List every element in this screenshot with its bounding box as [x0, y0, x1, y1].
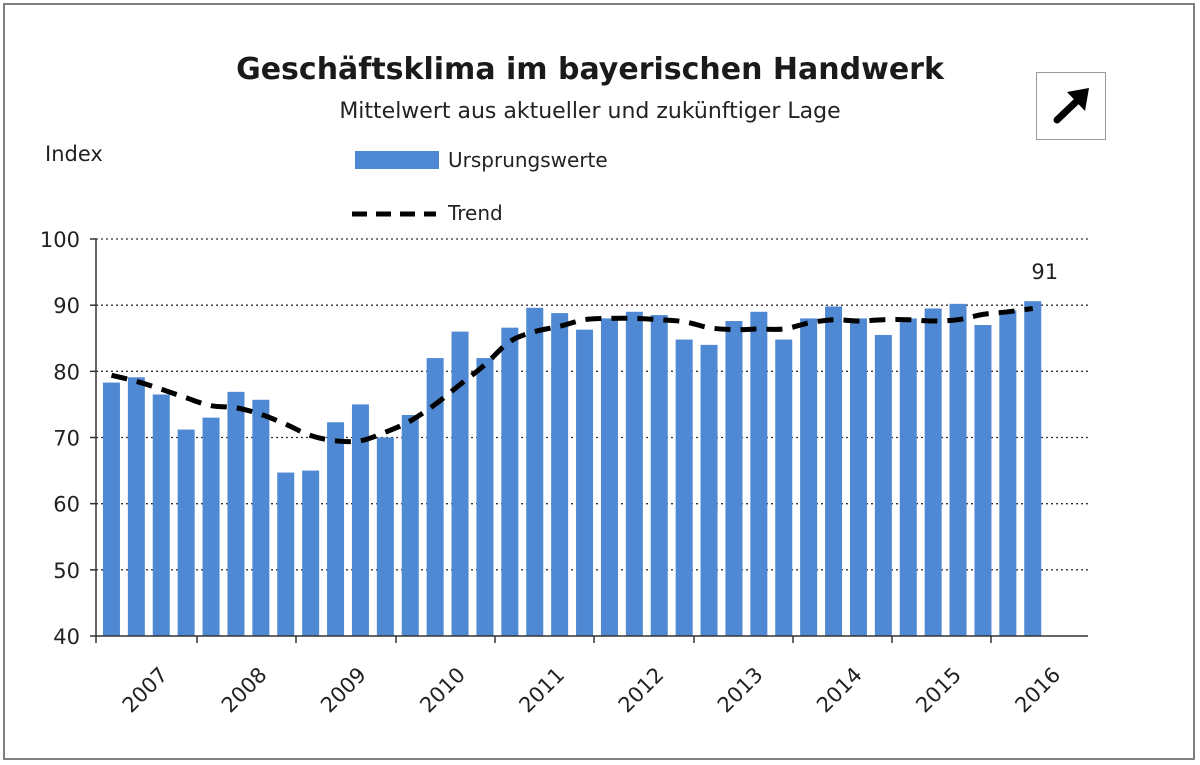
x-tick-label: 2014	[812, 663, 867, 718]
bar-series	[102, 301, 1042, 636]
bar	[949, 303, 967, 636]
bar	[1024, 301, 1042, 636]
bar	[675, 339, 693, 636]
bar	[327, 422, 345, 636]
x-tick-label: 2010	[415, 663, 470, 718]
y-axis-label: Index	[45, 142, 103, 166]
x-tick-label: 2016	[1010, 663, 1065, 718]
bar	[177, 429, 195, 636]
y-tick-label: 100	[40, 228, 80, 252]
trend-line	[110, 306, 1034, 445]
bar	[974, 325, 992, 636]
bar	[277, 472, 295, 636]
x-tick-label: 2015	[911, 663, 966, 718]
legend-trend-label: Trend	[447, 201, 503, 225]
y-tick-label: 80	[53, 360, 80, 384]
bar	[924, 308, 942, 636]
bar	[102, 382, 120, 636]
bar	[252, 399, 270, 636]
bar	[750, 311, 768, 636]
chart-frame	[3, 3, 1195, 760]
y-tick-label: 50	[53, 559, 80, 583]
bar	[625, 311, 643, 636]
bar	[202, 417, 220, 636]
bar	[351, 404, 369, 636]
chart-title: Geschäftsklima im bayerischen Handwerk	[236, 52, 945, 87]
bar	[401, 415, 419, 636]
last-value-label: 91	[1031, 260, 1058, 284]
y-tick-label: 70	[53, 427, 80, 451]
x-tick-label: 2012	[614, 663, 669, 718]
bar	[426, 358, 444, 636]
axes	[90, 238, 1088, 643]
y-tick-label: 60	[53, 493, 80, 517]
bar	[725, 321, 743, 636]
bar	[600, 318, 618, 636]
bar	[152, 394, 170, 636]
y-tick-label: 40	[53, 625, 80, 649]
up-right-arrow-icon	[1053, 88, 1089, 124]
bar	[127, 377, 145, 636]
bar	[800, 318, 818, 636]
bar	[775, 339, 793, 636]
bar	[526, 307, 544, 636]
bar	[899, 318, 917, 636]
bar	[476, 358, 494, 636]
bar	[825, 306, 843, 636]
bar	[576, 329, 594, 636]
bar	[302, 470, 320, 636]
bar	[874, 334, 892, 636]
bar	[501, 327, 519, 636]
x-tick-label: 2007	[118, 663, 173, 718]
legend-bars-label: Ursprungswerte	[448, 148, 608, 172]
bar	[376, 437, 394, 636]
bar	[227, 391, 245, 636]
x-tick-label: 2013	[713, 663, 768, 718]
bar	[849, 318, 867, 636]
bar	[650, 315, 668, 636]
bar	[700, 344, 718, 636]
chart-subtitle: Mittelwert aus aktueller und zukünftiger…	[339, 99, 840, 124]
x-tick-label: 2011	[514, 663, 569, 718]
bar	[451, 331, 469, 636]
x-tick-label: 2009	[316, 663, 371, 718]
trend-arrow-box	[1036, 72, 1106, 140]
y-tick-label: 90	[53, 294, 80, 318]
trend-series	[110, 306, 1034, 445]
x-tick-label: 2008	[217, 663, 272, 718]
bar	[999, 310, 1017, 636]
legend-bar-swatch	[355, 151, 439, 169]
bar	[551, 313, 569, 636]
